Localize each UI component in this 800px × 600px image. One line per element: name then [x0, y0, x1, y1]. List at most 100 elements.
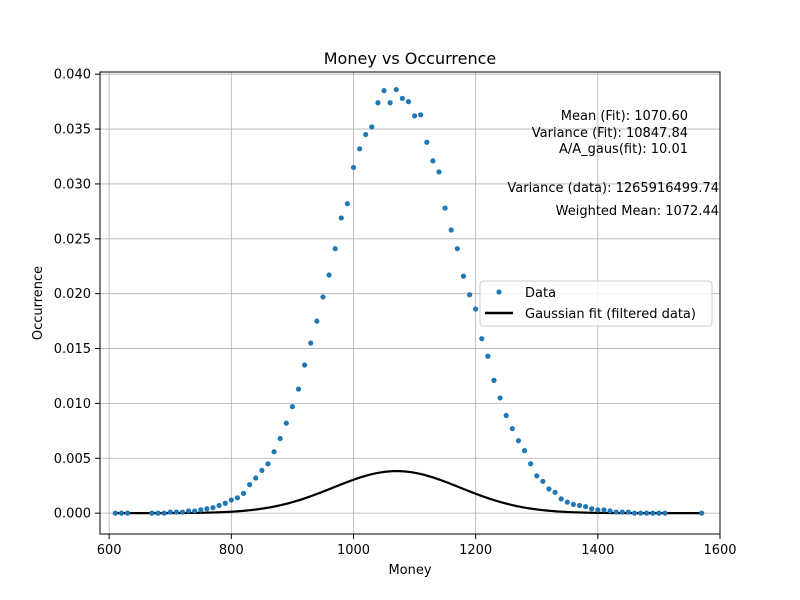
fit-line-group: [115, 470, 702, 515]
data-point: [650, 510, 656, 516]
y-axis: 0.000 0.005 0.010 0.015 0.020 0.025 0.030 0.035…: [54, 68, 100, 522]
data-point: [637, 510, 644, 516]
x-tick-label: 1000: [337, 543, 370, 558]
y-tick-label: 0.005: [54, 452, 91, 467]
data-point: [277, 435, 283, 442]
data-point: [552, 489, 558, 495]
data-points: [112, 86, 705, 516]
data-point: [497, 395, 503, 401]
data-point: [411, 113, 418, 119]
data-point: [112, 510, 118, 516]
data-point: [363, 131, 369, 138]
legend-marker-data: [496, 289, 502, 295]
data-point: [338, 215, 344, 221]
data-point: [381, 88, 387, 94]
y-tick-label: 0.000: [54, 507, 91, 522]
data-point: [167, 509, 173, 515]
data-point: [442, 205, 448, 211]
data-point: [595, 507, 601, 513]
data-point: [491, 377, 497, 383]
data-point: [387, 100, 393, 106]
data-point: [509, 426, 515, 432]
data-point: [320, 294, 326, 300]
data-point: [375, 100, 381, 106]
data-point: [265, 461, 271, 467]
data-point: [699, 510, 705, 516]
data-point: [515, 438, 522, 444]
y-tick-label: 0.040: [54, 68, 91, 83]
legend-box: [479, 280, 713, 327]
data-point: [350, 164, 357, 171]
data-point: [173, 509, 179, 515]
data-point: [436, 169, 442, 175]
data-point: [479, 336, 485, 342]
annotation-variance-data: Variance (data): 1265916499.74: [507, 181, 719, 196]
annotation-amplitude-ratio: A/A_gaus(fit): 10.01: [559, 142, 688, 157]
data-point: [430, 158, 436, 164]
data-point: [247, 482, 253, 488]
data-point: [192, 508, 198, 514]
legend: Data Gaussian fit (filtered data): [479, 280, 713, 327]
data-point: [216, 502, 222, 509]
data-point: [259, 467, 265, 473]
data-point: [308, 340, 314, 346]
y-tick-label: 0.035: [54, 123, 91, 138]
data-point: [283, 420, 289, 426]
data-point: [198, 507, 204, 513]
gaussian-fit-line: [115, 470, 702, 515]
data-point: [314, 318, 320, 324]
data-point: [253, 475, 259, 481]
y-tick-label: 0.015: [54, 342, 91, 357]
data-point: [503, 412, 509, 419]
data-point: [485, 353, 491, 359]
annotation-mean-fit: Mean (Fit): 1070.60: [561, 109, 688, 124]
data-point: [204, 506, 210, 512]
plot-frame: [99, 71, 721, 535]
data-point: [399, 95, 405, 101]
chart-title: Money vs Occurrence: [324, 49, 497, 68]
data-point: [271, 449, 277, 455]
y-tick-label: 0.010: [54, 397, 91, 412]
data-point: [619, 509, 625, 515]
data-point: [564, 499, 570, 505]
data-point: [118, 510, 124, 516]
data-point: [405, 99, 412, 105]
data-point: [473, 306, 479, 312]
data-point: [656, 510, 662, 516]
data-point: [179, 509, 186, 515]
data-point: [393, 86, 399, 93]
data-point: [546, 486, 552, 492]
x-tick-label: 800: [219, 543, 244, 558]
data-point: [418, 112, 424, 118]
annotation-weighted-mean: Weighted Mean: 1072.44: [556, 204, 719, 219]
data-point: [631, 510, 638, 516]
x-tick-label: 1200: [459, 543, 492, 558]
annotation-variance-fit: Variance (Fit): 10847.84: [532, 126, 688, 141]
data-point: [228, 497, 234, 503]
data-point: [528, 461, 534, 467]
data-point: [161, 510, 167, 516]
data-point: [662, 510, 668, 516]
data-point: [240, 490, 247, 496]
data-point: [185, 508, 192, 514]
data-point: [534, 473, 540, 479]
y-tick-label: 0.025: [54, 232, 91, 247]
data-point: [466, 292, 473, 298]
data-point: [344, 201, 350, 207]
data-point: [570, 501, 577, 507]
data-point: [448, 227, 454, 233]
legend-label-data: Data: [525, 286, 556, 301]
data-point: [460, 273, 467, 279]
data-point: [558, 496, 564, 502]
y-axis-label: Occurrence: [31, 266, 46, 340]
data-point: [521, 448, 528, 454]
data-point: [369, 124, 375, 130]
data-point: [613, 509, 619, 515]
y-tick-label: 0.030: [54, 177, 91, 192]
data-point: [326, 272, 332, 278]
data-point: [302, 362, 308, 368]
data-point: [540, 478, 546, 484]
x-tick-label: 1400: [581, 543, 614, 558]
x-axis-label: Money: [388, 563, 431, 578]
